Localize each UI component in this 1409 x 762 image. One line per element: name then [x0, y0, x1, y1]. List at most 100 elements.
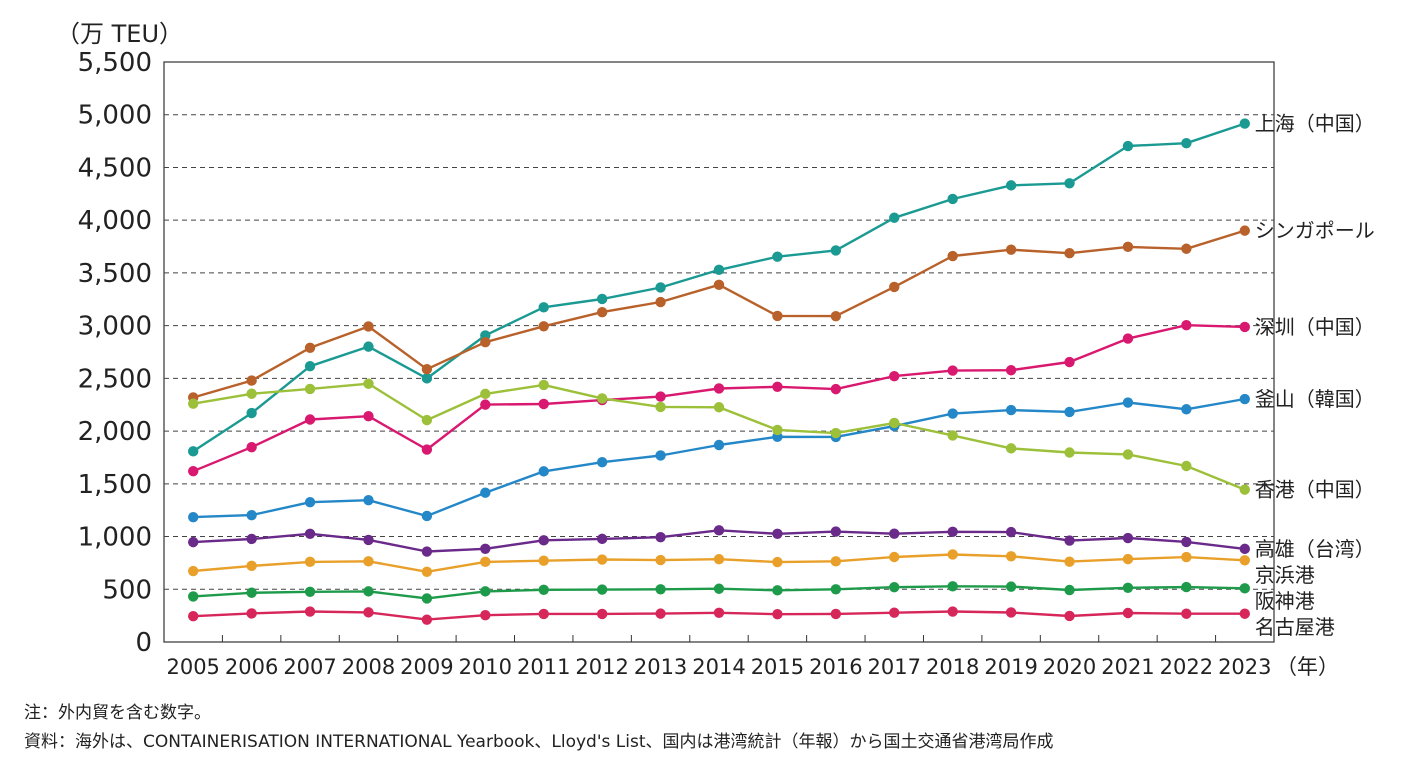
data-point	[596, 293, 608, 305]
data-point	[538, 555, 549, 566]
chart-source: 資料：海外は、CONTAINERISATION INTERNATIONAL Ye…	[24, 732, 1054, 752]
data-point	[772, 528, 783, 540]
data-point	[480, 610, 491, 621]
y-tick-label: 3,000	[78, 312, 152, 342]
data-point	[947, 526, 958, 537]
data-point	[1005, 404, 1017, 416]
data-point	[947, 365, 958, 376]
data-point	[596, 457, 608, 468]
data-point	[713, 264, 725, 276]
data-point	[889, 370, 900, 382]
chart-note: 注：外内貿を含む数字。	[24, 703, 211, 723]
series-label: 香港（中国）	[1255, 478, 1375, 502]
data-point	[363, 607, 374, 618]
data-point	[363, 341, 374, 352]
data-point	[538, 535, 549, 546]
x-tick-label: 2015	[751, 655, 804, 679]
data-point	[830, 427, 842, 439]
data-point	[713, 525, 725, 536]
data-point	[304, 606, 316, 617]
y-axis-unit-label: （万 TEU）	[56, 20, 184, 48]
data-point	[246, 560, 257, 572]
data-point	[538, 466, 549, 477]
x-axis-unit-label: （年）	[1276, 655, 1339, 679]
x-tick-label: 2011	[517, 655, 570, 679]
data-point	[188, 465, 199, 477]
data-point	[1122, 449, 1134, 460]
data-point	[188, 398, 199, 409]
data-point	[655, 608, 666, 619]
data-point	[1122, 241, 1134, 253]
data-point	[889, 528, 900, 539]
x-tick-label: 2021	[1101, 655, 1154, 679]
data-point	[363, 556, 374, 567]
data-point	[655, 584, 666, 595]
data-point	[1005, 443, 1017, 454]
data-point	[772, 556, 783, 568]
data-point	[363, 378, 374, 389]
data-point	[246, 407, 257, 419]
data-point	[421, 546, 433, 557]
data-point	[830, 556, 842, 567]
series-label: シンガポール	[1255, 219, 1375, 243]
data-point	[1181, 460, 1192, 472]
data-point	[947, 581, 958, 592]
data-point	[655, 391, 666, 402]
y-tick-label: 1,000	[78, 523, 152, 553]
x-tick-label: 2006	[225, 655, 278, 679]
data-point	[889, 551, 900, 563]
data-point	[713, 554, 725, 565]
x-tick-label: 2008	[342, 655, 395, 679]
data-point	[1064, 356, 1075, 368]
data-point	[538, 398, 549, 410]
data-point	[889, 417, 900, 429]
data-point	[1064, 247, 1075, 259]
data-point	[246, 608, 257, 619]
data-point	[596, 554, 608, 565]
data-point	[1181, 608, 1192, 619]
data-point	[1122, 607, 1134, 619]
data-point	[889, 581, 900, 593]
data-point	[421, 363, 433, 375]
data-point	[421, 566, 433, 577]
data-point	[772, 251, 783, 262]
data-point	[1239, 321, 1250, 333]
data-point	[1122, 397, 1134, 408]
data-point	[1122, 582, 1134, 593]
y-tick-label: 500	[102, 575, 152, 605]
data-point	[713, 279, 725, 291]
series-label: 名古屋港	[1255, 615, 1335, 639]
data-point	[480, 336, 491, 348]
data-point	[1064, 535, 1075, 546]
x-tick-label: 2019	[984, 655, 1037, 679]
series-label: 高雄（台湾）	[1255, 537, 1375, 561]
data-point	[889, 607, 900, 618]
x-tick-label: 2005	[166, 655, 219, 679]
x-tick-label: 2018	[926, 655, 979, 679]
data-point	[1005, 365, 1017, 376]
data-point	[772, 424, 783, 436]
data-point	[304, 586, 316, 598]
y-tick-label: 5,500	[78, 48, 152, 78]
data-point	[1064, 584, 1075, 596]
series-label: 釜山（韓国）	[1255, 387, 1375, 411]
data-point	[1239, 118, 1250, 129]
data-point	[1122, 140, 1134, 152]
data-point	[655, 554, 666, 566]
data-point	[480, 586, 491, 597]
data-point	[1181, 243, 1192, 254]
data-point	[304, 383, 316, 395]
y-tick-label: 2,000	[78, 417, 152, 447]
data-point	[421, 510, 433, 522]
data-point	[947, 549, 958, 560]
data-point	[1064, 610, 1075, 622]
x-tick-label: 2016	[809, 655, 862, 679]
data-point	[772, 381, 783, 392]
data-point	[1064, 447, 1075, 458]
data-point	[1005, 180, 1017, 191]
data-point	[1239, 555, 1250, 566]
data-point	[246, 509, 257, 521]
series-label: 深圳（中国）	[1255, 315, 1375, 339]
data-point	[713, 583, 725, 594]
data-point	[188, 610, 199, 622]
